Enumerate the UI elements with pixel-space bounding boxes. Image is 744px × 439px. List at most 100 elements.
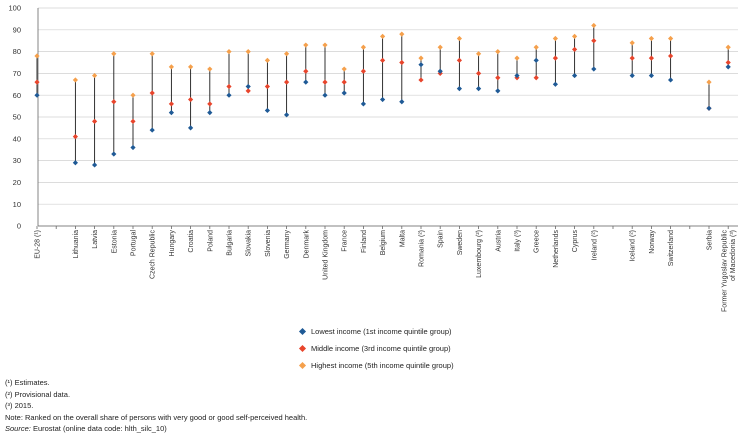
data-point-s2-28 xyxy=(572,33,578,39)
x-tick-label-11: Slovakia xyxy=(246,230,253,257)
data-point-s0-35 xyxy=(706,105,712,111)
data-point-s0-7 xyxy=(168,110,174,116)
data-point-s0-16 xyxy=(341,90,347,96)
data-point-s0-22 xyxy=(456,86,462,92)
data-point-s0-21 xyxy=(437,68,443,74)
data-point-s1-18 xyxy=(380,57,386,63)
data-point-s0-3 xyxy=(92,162,98,168)
x-tick-label-3: Latvia xyxy=(92,230,99,249)
data-point-s1-19 xyxy=(399,59,405,66)
data-point-s1-12 xyxy=(264,83,270,90)
note-ranking: Note: Ranked on the overall share of per… xyxy=(5,412,308,422)
x-tick-label-29: Ireland (²) xyxy=(591,230,598,260)
legend-label-lowest: Lowest income (1st income quintile group… xyxy=(311,327,452,336)
data-point-s1-4 xyxy=(111,99,117,105)
note-source: Source: Eurostat (online data code: hlth… xyxy=(5,423,307,435)
data-point-s1-26 xyxy=(533,75,539,81)
y-tick-label-0: 0 xyxy=(17,222,21,231)
source-label: Source: xyxy=(5,424,31,433)
data-point-s0-32 xyxy=(648,72,654,79)
data-point-s1-13 xyxy=(284,79,290,85)
x-tick-label-16: France xyxy=(342,230,349,252)
x-tick-label-24: Austria xyxy=(495,230,502,252)
data-point-s2-18 xyxy=(380,33,386,39)
data-point-s2-17 xyxy=(360,44,366,50)
data-point-s1-27 xyxy=(552,55,558,61)
data-point-s0-33 xyxy=(668,77,674,83)
x-tick-label-5: Portugal xyxy=(131,230,138,257)
note-provisional: (²) Provisional data. xyxy=(5,389,71,399)
data-point-s0-12 xyxy=(264,107,270,114)
data-point-s2-9 xyxy=(207,66,213,72)
x-tick-label-27: Netherlands xyxy=(553,230,560,268)
x-tick-label-33: Switzerland xyxy=(668,230,675,266)
data-point-s0-29 xyxy=(591,66,597,72)
x-tick-label-17: Finland xyxy=(361,230,368,253)
x-tick-label-31: Iceland (²) xyxy=(630,230,637,262)
data-point-s0-0 xyxy=(34,92,40,98)
x-tick-label-21: Spain xyxy=(438,230,445,248)
legend-label-middle: Middle income (3rd income quintile group… xyxy=(311,344,451,353)
data-point-s2-33 xyxy=(668,35,674,42)
data-point-s2-36 xyxy=(725,44,731,50)
data-point-s0-11 xyxy=(245,83,251,90)
y-tick-label-90: 90 xyxy=(13,25,21,34)
data-point-s1-32 xyxy=(648,55,654,61)
x-tick-label-22: Sweden xyxy=(457,230,464,255)
legend-marker-highest xyxy=(298,361,307,370)
data-point-s2-4 xyxy=(111,51,117,57)
data-point-s2-25 xyxy=(514,55,520,61)
legend-label-highest: Highest income (5th income quintile grou… xyxy=(311,361,454,370)
legend-marker-middle xyxy=(298,344,307,353)
data-point-s1-22 xyxy=(456,57,462,63)
data-point-s1-31 xyxy=(629,55,635,61)
data-point-s2-11 xyxy=(245,49,251,55)
data-point-s1-29 xyxy=(591,38,597,44)
data-point-s1-17 xyxy=(360,68,366,74)
data-point-s2-32 xyxy=(648,35,654,42)
data-point-s2-6 xyxy=(149,51,155,57)
data-point-s0-18 xyxy=(380,96,386,103)
data-point-s1-16 xyxy=(341,79,347,85)
data-point-s0-17 xyxy=(360,101,366,107)
data-point-s1-20 xyxy=(418,77,424,83)
data-point-s2-16 xyxy=(341,66,347,72)
range-dot-chart: 0 10 20 30 40 50 60 70 80 90 100 EU-28 (¹) Lithuani… xyxy=(8,4,738,312)
data-point-s2-23 xyxy=(476,51,482,57)
chart-notes: (¹) Estimates. (²) Provisional data. (³)… xyxy=(5,377,307,435)
x-tick-label-7: Hungary xyxy=(169,230,176,257)
data-point-s0-4 xyxy=(111,151,117,157)
data-point-s0-13 xyxy=(284,112,290,118)
x-tick-label-13: Germany xyxy=(284,230,291,259)
y-tick-label-30: 30 xyxy=(13,156,21,165)
data-point-s0-26 xyxy=(533,57,539,63)
source-text: Eurostat (online data code: hlth_silc_10… xyxy=(30,424,167,433)
data-point-s2-35 xyxy=(706,79,712,85)
x-tick-label-line-1: Former Yugoslav Republic xyxy=(722,230,729,312)
x-tick-label-6: Czech Republic xyxy=(150,230,157,280)
x-tick-label-35: Serbia xyxy=(707,230,714,250)
data-point-s2-8 xyxy=(188,64,194,70)
x-tick-label-28: Cyprus xyxy=(572,230,579,253)
y-tick-label-100: 100 xyxy=(8,4,21,13)
y-tick-label-10: 10 xyxy=(13,200,21,209)
x-tick-label-4: Estonia xyxy=(111,230,118,253)
data-point-s0-9 xyxy=(207,110,213,116)
data-point-s0-27 xyxy=(552,81,558,87)
data-point-s0-8 xyxy=(188,125,194,131)
y-tick-label-60: 60 xyxy=(13,91,21,100)
data-point-s2-14 xyxy=(303,42,309,48)
x-tick-label-32: Norway xyxy=(649,230,656,254)
data-point-s0-10 xyxy=(226,92,232,98)
x-tick-label-23: Luxembourg (²) xyxy=(476,230,483,278)
y-tick-label-50: 50 xyxy=(13,113,21,122)
data-point-s2-7 xyxy=(168,64,174,70)
data-point-s2-31 xyxy=(629,40,635,46)
x-tick-label-9: Poland xyxy=(207,230,214,252)
data-point-s0-20 xyxy=(418,62,424,68)
data-point-s0-23 xyxy=(476,86,482,92)
data-point-s0-15 xyxy=(322,92,328,98)
data-point-s1-2 xyxy=(72,134,78,140)
x-tick-label-2: Lithuania xyxy=(73,230,80,259)
data-point-s2-29 xyxy=(591,22,597,29)
